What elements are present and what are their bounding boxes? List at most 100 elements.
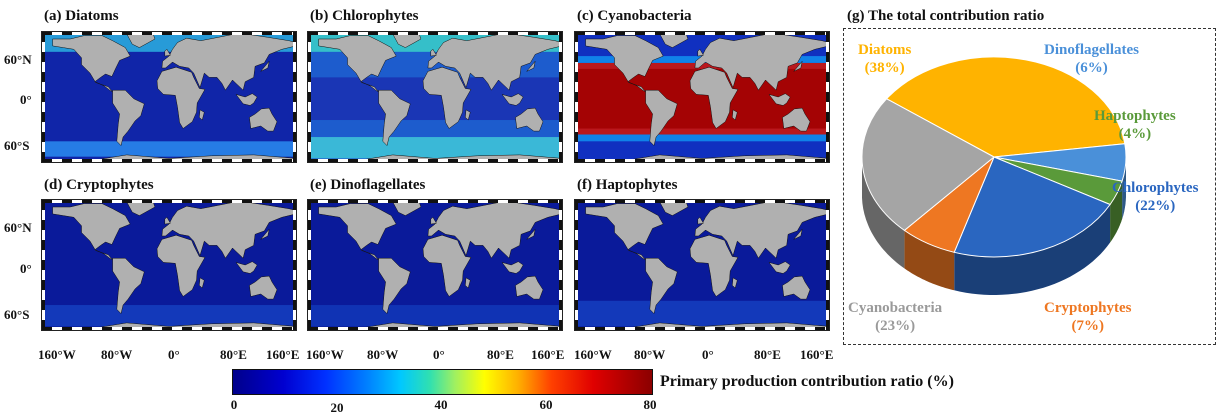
frame-tick bbox=[52, 200, 62, 203]
frame-tick bbox=[438, 200, 448, 203]
frame-tick bbox=[42, 210, 45, 220]
frame-tick bbox=[745, 200, 755, 203]
frame-tick bbox=[42, 220, 45, 230]
frame-tick bbox=[152, 32, 162, 35]
frame-tick bbox=[272, 200, 282, 203]
frame-tick bbox=[212, 32, 222, 35]
frame-tick bbox=[348, 32, 358, 35]
frame-tick bbox=[805, 32, 815, 35]
frame-tick bbox=[162, 32, 172, 35]
lon-label-80w-2: 80°W bbox=[367, 347, 399, 362]
frame-tick bbox=[192, 159, 202, 162]
frame-tick bbox=[232, 200, 242, 203]
frame-tick bbox=[575, 112, 578, 122]
frame-tick bbox=[559, 320, 562, 330]
frame-tick bbox=[528, 200, 538, 203]
landmass bbox=[422, 66, 472, 129]
frame-tick bbox=[468, 200, 478, 203]
frame-tick bbox=[132, 200, 142, 203]
frame-tick bbox=[328, 327, 338, 330]
frame-tick bbox=[625, 327, 635, 330]
pie-side-cyanobacteria bbox=[862, 157, 905, 269]
frame-tick bbox=[338, 159, 348, 162]
frame-tick bbox=[575, 300, 578, 310]
frame-tick bbox=[92, 200, 102, 203]
frame-tick bbox=[478, 159, 488, 162]
frame-tick bbox=[42, 72, 45, 82]
frame-tick bbox=[615, 32, 625, 35]
frame-tick bbox=[132, 159, 142, 162]
frame-tick bbox=[222, 32, 232, 35]
frame-tick bbox=[826, 42, 829, 52]
frame-tick bbox=[498, 327, 508, 330]
frame-tick bbox=[826, 220, 829, 230]
frame-tick bbox=[252, 32, 262, 35]
landmass bbox=[732, 277, 738, 289]
frame-tick bbox=[368, 327, 378, 330]
frame-tick bbox=[252, 327, 262, 330]
frame-tick bbox=[132, 327, 142, 330]
frame-tick bbox=[122, 32, 132, 35]
frame-tick bbox=[222, 327, 232, 330]
frame-tick bbox=[293, 152, 296, 162]
frame-tick bbox=[826, 132, 829, 142]
frame-tick bbox=[272, 32, 282, 35]
frame-tick bbox=[448, 159, 458, 162]
frame-tick bbox=[152, 200, 162, 203]
frame-tick bbox=[102, 327, 112, 330]
frame-tick bbox=[398, 159, 408, 162]
map-svg bbox=[575, 200, 829, 330]
frame-tick bbox=[182, 159, 192, 162]
frame-tick bbox=[82, 327, 92, 330]
frame-tick bbox=[282, 159, 292, 162]
frame-tick bbox=[559, 300, 562, 310]
frame-tick bbox=[575, 240, 578, 250]
frame-tick bbox=[42, 250, 45, 260]
frame-tick bbox=[575, 152, 578, 162]
frame-tick bbox=[308, 250, 311, 260]
landmass bbox=[318, 203, 397, 261]
frame-tick bbox=[42, 230, 45, 240]
frame-tick bbox=[575, 32, 578, 42]
frame-tick bbox=[308, 62, 311, 72]
frame-tick bbox=[308, 102, 311, 112]
frame-tick bbox=[72, 159, 82, 162]
frame-tick bbox=[42, 102, 45, 112]
frame-tick bbox=[358, 32, 368, 35]
lon-label-80w-1: 80°W bbox=[101, 347, 133, 362]
frame-tick bbox=[293, 72, 296, 82]
frame-tick bbox=[518, 200, 528, 203]
frame-tick bbox=[705, 32, 715, 35]
frame-tick bbox=[408, 159, 418, 162]
frame-tick bbox=[595, 327, 605, 330]
frame-tick bbox=[338, 32, 348, 35]
frame-tick bbox=[826, 260, 829, 270]
frame-tick bbox=[282, 327, 292, 330]
frame-tick bbox=[675, 200, 685, 203]
frame-tick bbox=[605, 327, 615, 330]
landmass bbox=[112, 89, 145, 147]
frame-tick bbox=[775, 159, 785, 162]
frame-tick bbox=[826, 210, 829, 220]
frame-tick bbox=[122, 200, 132, 203]
frame-tick bbox=[735, 200, 745, 203]
frame-tick bbox=[132, 32, 142, 35]
frame-tick bbox=[42, 327, 52, 330]
landmass bbox=[689, 66, 739, 129]
frame-tick bbox=[559, 152, 562, 162]
ocean-value-band bbox=[308, 137, 562, 159]
frame-tick bbox=[575, 200, 585, 203]
frame-tick bbox=[559, 280, 562, 290]
frame-tick bbox=[705, 159, 715, 162]
frame-tick bbox=[398, 32, 408, 35]
pie-side-haptophytes bbox=[1110, 181, 1123, 243]
frame-tick bbox=[575, 327, 585, 330]
frame-tick bbox=[308, 220, 311, 230]
map-chlorophytes bbox=[307, 31, 563, 163]
frame-tick bbox=[222, 200, 232, 203]
pie-slice-chlorophytes bbox=[953, 156, 1111, 258]
frame-tick bbox=[538, 32, 548, 35]
landmass bbox=[697, 48, 704, 57]
frame-tick bbox=[585, 327, 595, 330]
lon-label-80e-1: 80°E bbox=[220, 347, 247, 362]
